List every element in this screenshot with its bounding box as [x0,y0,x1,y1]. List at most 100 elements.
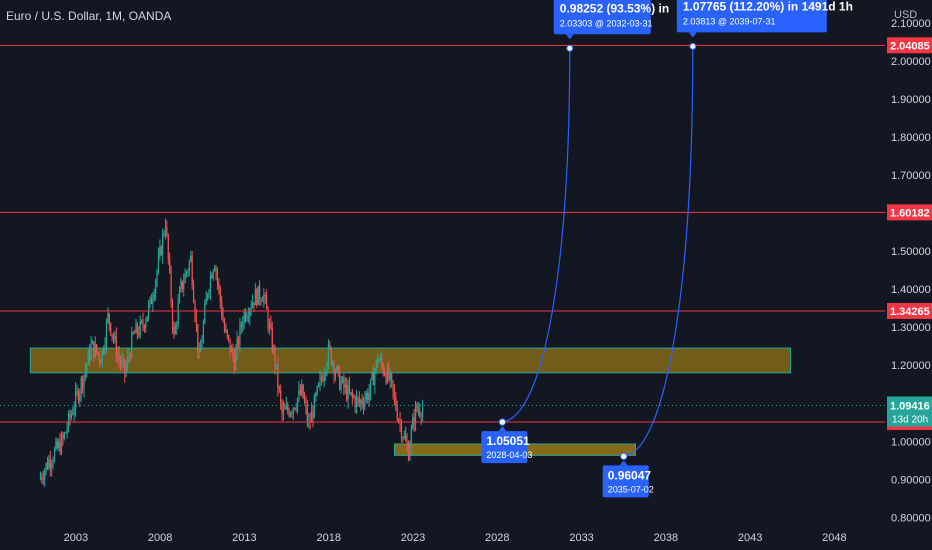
candle-body [229,338,231,352]
price-axis-tick: 0.80000 [891,512,931,524]
candle-body [337,366,339,369]
candle-body [207,293,209,298]
candle-body [292,407,294,414]
candle-body [84,370,87,376]
candle-body [233,356,235,370]
level-price-tag-text: 1.34265 [890,306,930,318]
candle-body [63,432,65,439]
price-axis-tick: 1.50000 [891,246,931,258]
candle-body [319,377,321,384]
projection-curve[interactable] [623,46,694,457]
zone-rect[interactable] [29,347,792,374]
candle-body [291,413,293,415]
projection-start-point[interactable] [620,452,628,461]
candle-body [334,372,337,375]
candle-body [410,429,412,447]
candle-body [194,302,196,318]
candle-body [79,392,81,401]
candle-body [268,323,271,328]
candle-body [326,364,328,373]
candle-body [228,335,230,339]
projection-start-point[interactable] [498,418,507,426]
candle-body [388,367,390,380]
candle-body [296,398,299,409]
candle-body [191,255,193,286]
candle-body [208,291,210,294]
candle-body [86,364,88,371]
projection-end-point[interactable] [566,44,574,52]
projection-end-point[interactable] [689,42,697,50]
candle-body [251,302,254,308]
candle-body [164,227,167,234]
candle-body [391,373,393,381]
candle-body [188,261,190,271]
candle-body [45,463,47,471]
candle-body [162,233,164,255]
candle-countdown-text: 13d 20h [892,414,928,425]
candle-body [80,378,82,393]
candle-body [98,354,101,361]
projection-end-bubble [676,0,827,33]
candle-body [145,321,147,329]
candle-body [181,280,183,289]
candle-body [287,405,289,411]
candle-body [223,321,226,332]
currency-unit: USD [894,9,917,21]
candle-body [209,275,212,292]
candle-body [70,414,72,418]
level-price-tag-text: 1.60182 [890,207,930,219]
candle-body [407,446,410,460]
candle-body [48,459,50,469]
candle-body [177,302,179,325]
candle-body [69,413,71,418]
candle-body [333,362,335,375]
candle-body [357,397,359,399]
candle-body [247,316,249,318]
time-axis[interactable]: 2003 2008 2013 2018 2023 2028 2033 2038 2043 2048 [64,532,847,544]
candle-body [195,317,197,324]
bubble-pointer [498,426,507,432]
candle-body [348,385,351,393]
projection-curve[interactable] [502,48,571,423]
candle-body [413,417,415,424]
candle-body [225,329,227,332]
candle-body [320,377,323,380]
candle-body [87,350,89,365]
candle-body [271,328,273,352]
candle-body [108,313,110,324]
candle-body [358,398,360,404]
candle-body [371,372,373,380]
candle-body [53,449,56,461]
candle-body [236,338,238,352]
candle-body [103,350,105,352]
projection-start-date: 2028-04-03 [486,450,532,460]
candle-body [184,273,186,283]
candle-body [67,413,70,429]
projection-change-text: 1.07765 (112.20%) in 1491d 1h [683,0,853,13]
candle-body [167,234,169,259]
candle-body [250,307,252,310]
candle-body [187,270,189,273]
candle-body [395,396,397,409]
candle-body [360,400,362,404]
candle-body [205,297,207,305]
candle-body [152,298,154,305]
candle-body [336,366,338,373]
projection-start-bubble [602,465,649,498]
candle-body [131,333,133,358]
candle-body [354,397,356,407]
price-axis-tick: 1.20000 [891,360,931,372]
candle-body [244,312,247,320]
candle-body [139,320,141,336]
candle-body [221,301,223,316]
candle-body [318,383,320,387]
candle-body [166,227,168,235]
candle-body [249,309,251,317]
current-price-tag [887,396,932,427]
candle-body [384,372,386,376]
price-axis-tick: 2.00000 [891,56,931,68]
candle-body [396,408,398,420]
candle-body [301,384,303,395]
candle-body [364,398,366,407]
